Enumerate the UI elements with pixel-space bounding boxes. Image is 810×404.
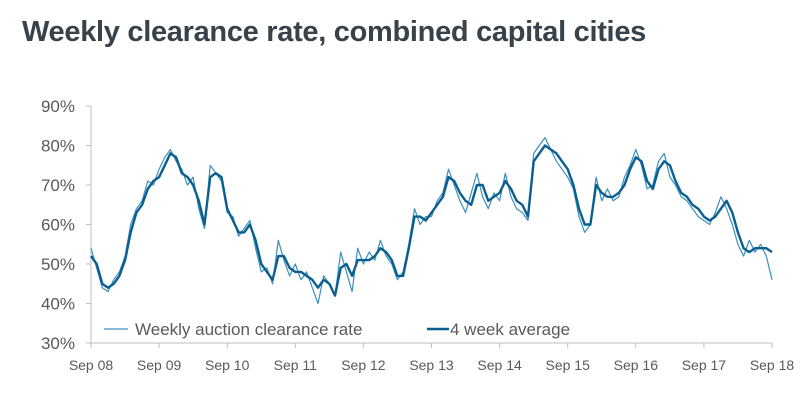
- y-tick-label: 50%: [41, 255, 75, 274]
- x-tick-label: Sep 09: [137, 357, 182, 373]
- legend: Weekly auction clearance rate 4 week ave…: [104, 320, 570, 339]
- y-tick-label: 80%: [41, 137, 75, 156]
- y-tick-label: 70%: [41, 176, 75, 195]
- x-tick-label: Sep 13: [409, 357, 454, 373]
- axes: 30% 40% 50% 60% 70% 80% 90% Sep 08 Sep 09 Sep 10 S…: [41, 97, 794, 373]
- x-tick-label: Sep 08: [69, 357, 114, 373]
- y-tick-label: 30%: [41, 334, 75, 353]
- y-tick-label: 60%: [41, 216, 75, 235]
- legend-label-weekly: Weekly auction clearance rate: [135, 320, 362, 339]
- legend-label-average: 4 week average: [450, 320, 570, 339]
- x-tick-label: Sep 11: [274, 357, 318, 373]
- x-tick-label: Sep 17: [682, 357, 727, 373]
- y-tick-label: 90%: [41, 97, 75, 116]
- y-tick-label: 40%: [41, 295, 75, 314]
- x-tick-label: Sep 18: [750, 357, 795, 373]
- x-tick-label: Sep 10: [205, 357, 250, 373]
- x-tick-label: Sep 15: [546, 357, 591, 373]
- series-average-line: [90, 144, 773, 297]
- x-tick-label: Sep 12: [341, 357, 386, 373]
- series-lines: [90, 137, 773, 305]
- series-weekly-line: [90, 137, 773, 305]
- x-tick-label: Sep 14: [477, 357, 522, 373]
- chart-title: Weekly clearance rate, combined capital …: [22, 16, 646, 48]
- x-tick-label: Sep 16: [614, 357, 659, 373]
